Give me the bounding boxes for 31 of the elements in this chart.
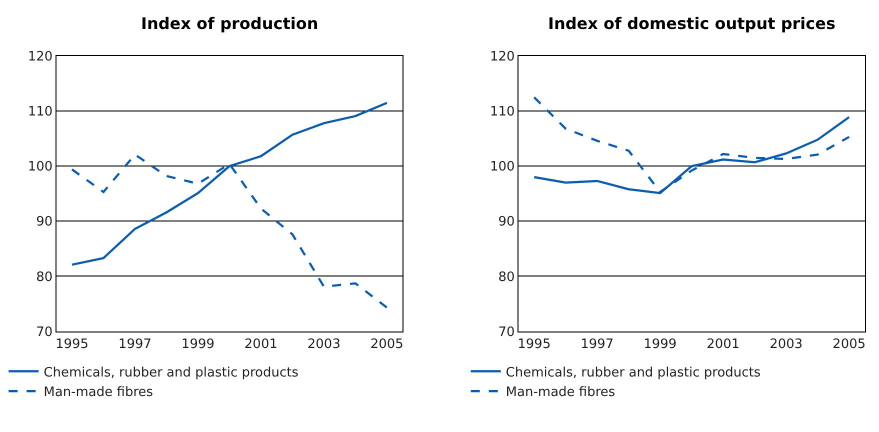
x-tick-label: 1999 bbox=[644, 336, 677, 352]
x-tick-label: 2005 bbox=[370, 336, 404, 352]
y-tick-label: 80 bbox=[36, 270, 53, 285]
y-tick-label: 80 bbox=[498, 270, 515, 285]
y-tick-label: 110 bbox=[490, 104, 515, 120]
legend-label: Chemicals, rubber and plastic products bbox=[44, 365, 299, 380]
y-tick-label: 100 bbox=[490, 160, 515, 175]
y-tick-label: 70 bbox=[36, 324, 53, 340]
legend-label: Man-made fibres bbox=[506, 385, 616, 400]
x-tick-label: 2005 bbox=[832, 336, 866, 352]
y-tick-label: 100 bbox=[28, 160, 53, 175]
x-tick-label: 1999 bbox=[181, 336, 215, 352]
x-tick-label: 2001 bbox=[244, 336, 278, 352]
x-tick-label: 2003 bbox=[770, 336, 803, 352]
y-tick-label: 70 bbox=[498, 324, 515, 340]
x-tick-label: 2001 bbox=[706, 336, 740, 352]
y-tick-label: 90 bbox=[36, 214, 53, 230]
chart-title: Index of domestic output prices bbox=[548, 14, 836, 33]
legend-label: Chemicals, rubber and plastic products bbox=[506, 365, 761, 380]
x-tick-label: 2003 bbox=[307, 336, 340, 352]
y-tick-label: 120 bbox=[490, 50, 515, 65]
x-tick-label: 1995 bbox=[55, 336, 89, 352]
y-tick-label: 90 bbox=[498, 214, 515, 230]
legend-label: Man-made fibres bbox=[44, 385, 154, 400]
y-tick-label: 110 bbox=[28, 104, 53, 120]
y-tick-label: 120 bbox=[28, 50, 53, 65]
x-tick-label: 1995 bbox=[518, 336, 551, 352]
x-tick-label: 1997 bbox=[580, 336, 614, 352]
x-tick-label: 1997 bbox=[118, 336, 152, 352]
chart-title: Index of production bbox=[141, 14, 318, 33]
line-series bbox=[533, 96, 850, 194]
